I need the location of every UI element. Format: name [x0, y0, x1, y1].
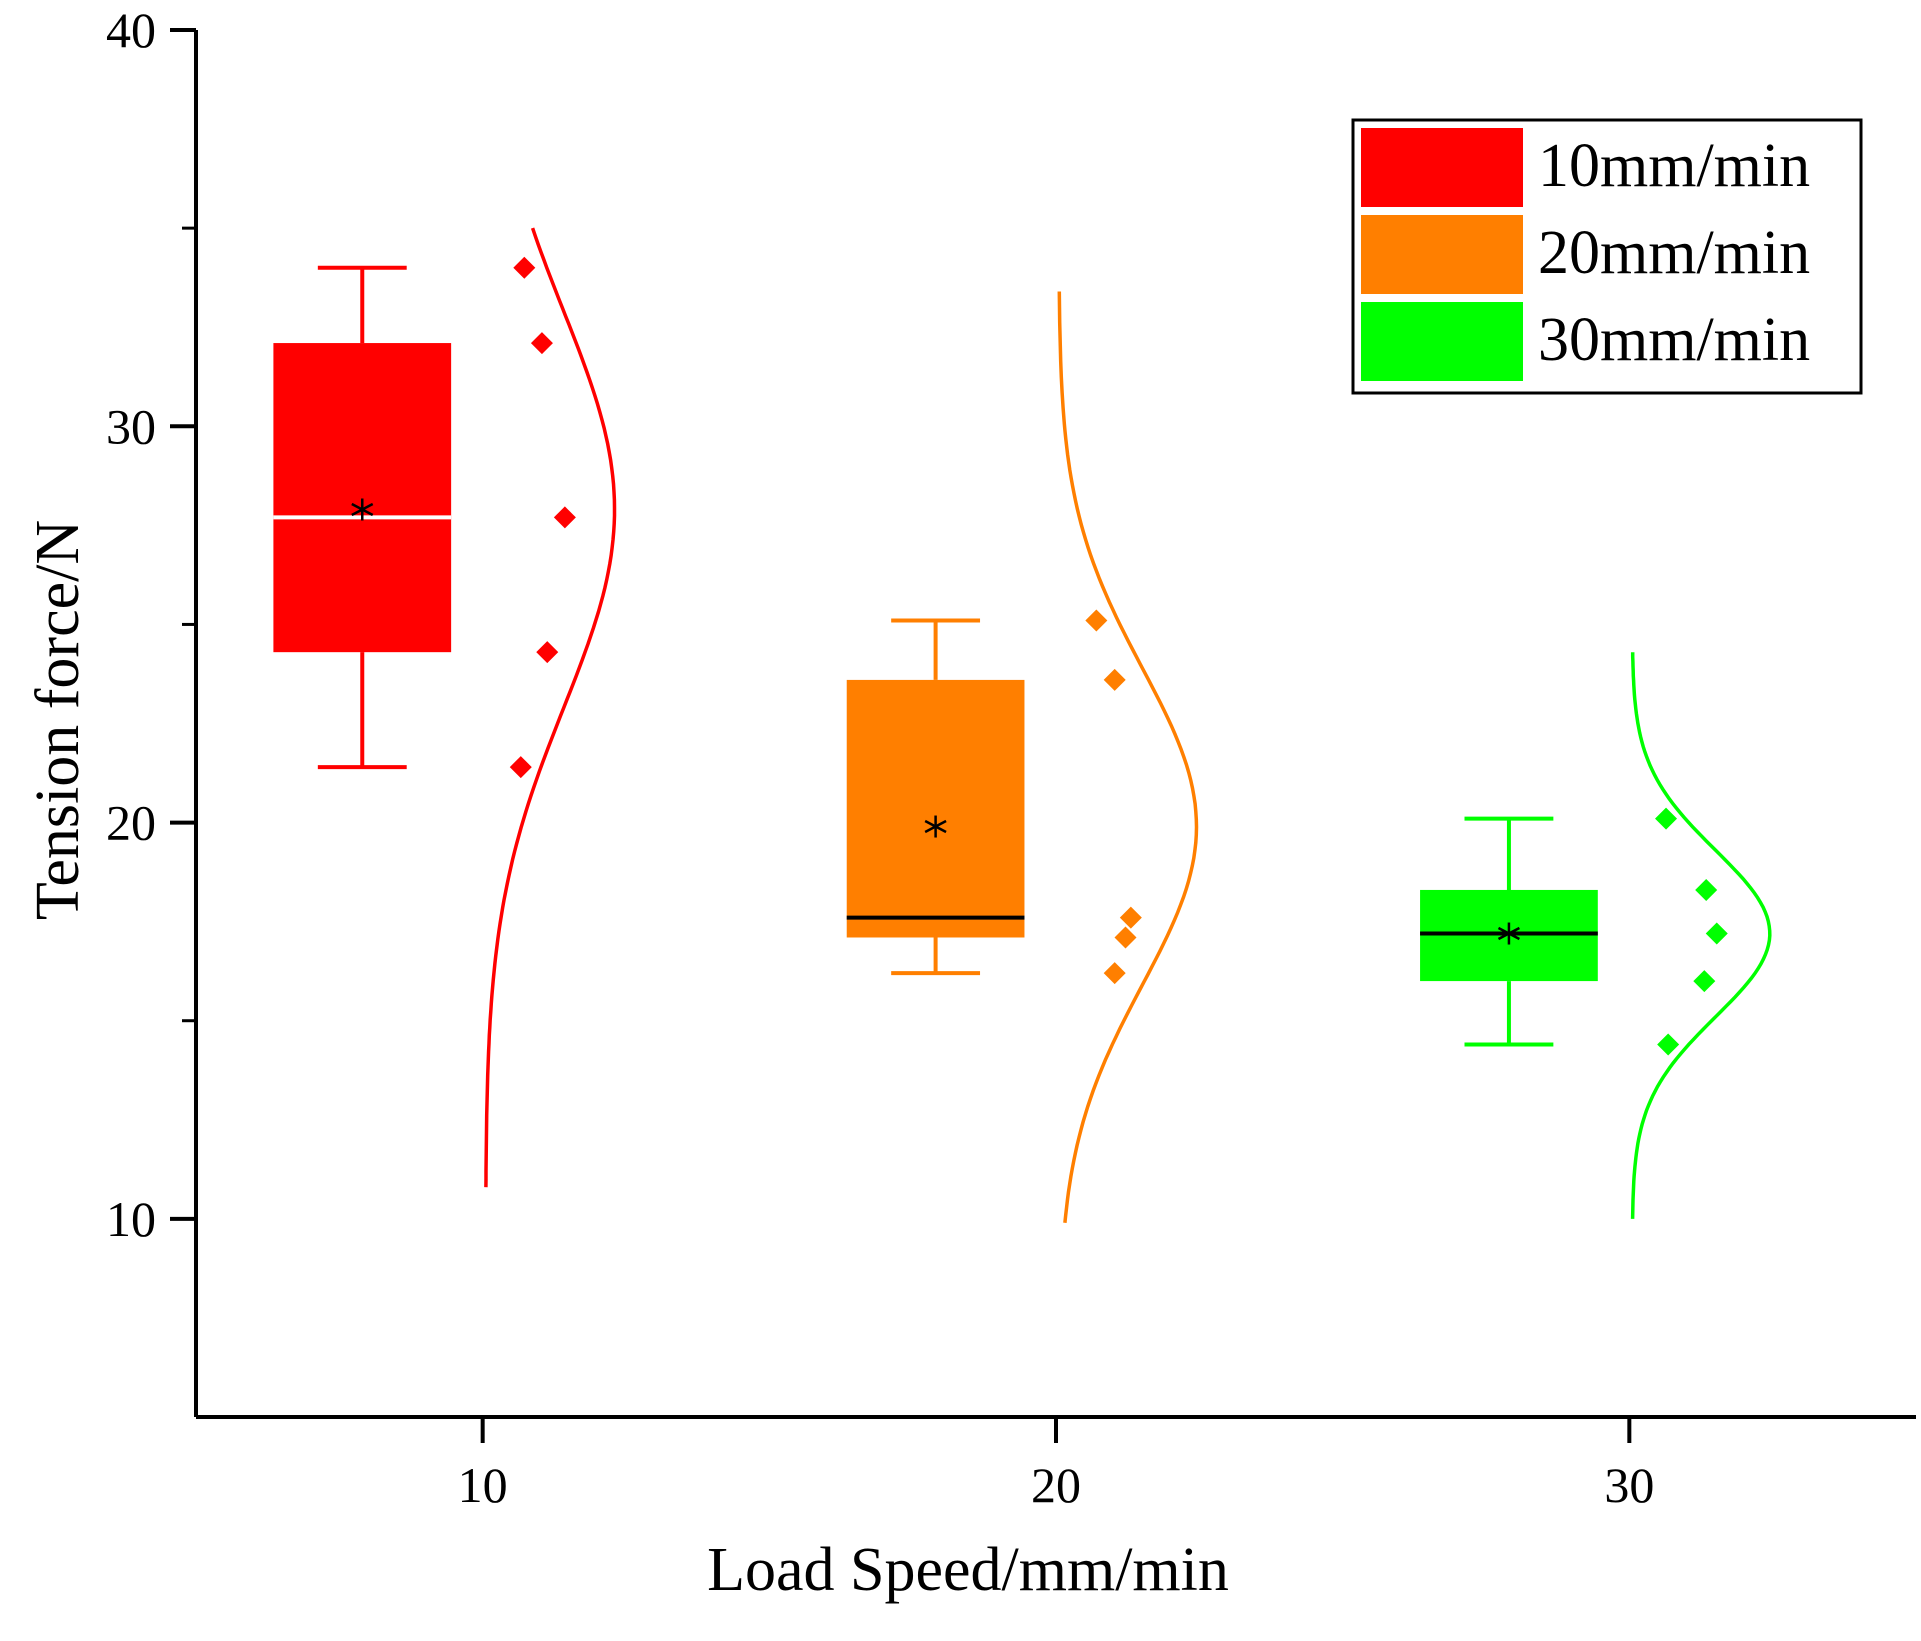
box-body: [273, 343, 452, 653]
y-axis-title: Tension force/N: [24, 520, 92, 920]
y-ticks: 10 20 30 40: [106, 2, 196, 1247]
data-point: [1103, 668, 1126, 691]
data-point: [1103, 962, 1126, 985]
mean-marker-stroke: [351, 502, 374, 517]
data-point: [1705, 922, 1728, 945]
data-point: [553, 506, 576, 529]
axes: 10 20 30 40 10 20 30 Load Speed/mm/min Tensio…: [24, 2, 1916, 1604]
mean-marker-stroke: [924, 819, 947, 834]
data-point: [1114, 926, 1137, 949]
data-point: [1657, 1033, 1680, 1056]
y-tick-label: 30: [106, 398, 156, 454]
data-point: [1693, 970, 1716, 993]
data-point: [1655, 807, 1678, 830]
legend-swatch: [1361, 128, 1523, 207]
legend-swatch: [1361, 302, 1523, 381]
series-20-group: [846, 291, 1199, 1223]
legend: 10mm/min 20mm/min 30mm/min: [1351, 118, 1863, 395]
y-tick-label: 40: [106, 2, 156, 58]
y-tick-label: 20: [106, 795, 156, 851]
mean-marker: [924, 815, 947, 838]
data-point: [1695, 878, 1718, 901]
normal-curve: [1630, 652, 1772, 1219]
x-tick-label: 30: [1604, 1457, 1654, 1513]
series-10-group: [273, 227, 617, 1188]
legend-label: 20mm/min: [1538, 219, 1810, 287]
data-point: [513, 256, 536, 279]
box-body: [846, 679, 1025, 938]
series-30-group: [1420, 652, 1772, 1219]
y-tick-label: 10: [106, 1191, 156, 1247]
legend-label: 10mm/min: [1538, 132, 1810, 200]
legend-label: 30mm/min: [1538, 306, 1810, 374]
data-point: [1085, 609, 1108, 632]
normal-curve: [1057, 291, 1199, 1223]
data-point: [530, 332, 553, 355]
normal-curve: [484, 227, 617, 1188]
legend-swatch: [1361, 215, 1523, 294]
x-ticks: 10 20 30: [458, 1417, 1654, 1513]
data-point: [509, 756, 532, 779]
mean-marker: [351, 498, 374, 521]
x-tick-label: 20: [1031, 1457, 1081, 1513]
x-axis-title: Load Speed/mm/min: [707, 1536, 1229, 1604]
x-tick-label: 10: [458, 1457, 508, 1513]
plot-area: [273, 227, 1772, 1223]
data-point: [536, 641, 559, 664]
mean-marker: [1497, 922, 1520, 945]
data-point: [1119, 906, 1142, 929]
mean-marker-stroke: [1497, 926, 1520, 941]
